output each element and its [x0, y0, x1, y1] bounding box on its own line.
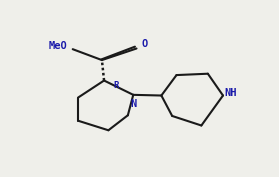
Text: MeO: MeO [49, 41, 68, 52]
Text: O: O [142, 39, 148, 49]
Text: R: R [113, 81, 119, 90]
Text: N: N [130, 99, 136, 109]
Text: NH: NH [224, 88, 237, 98]
